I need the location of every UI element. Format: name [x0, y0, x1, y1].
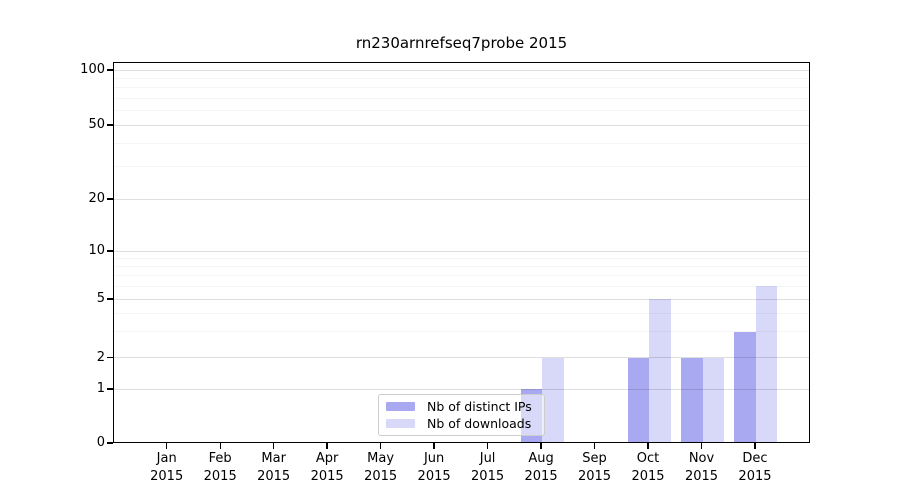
y-tick-label-10: 10 — [88, 243, 105, 258]
y-tick-20 — [107, 198, 113, 200]
bar-downloads-dec — [755, 286, 778, 442]
bar-ips-nov — [681, 357, 703, 442]
legend-swatch-downloads — [386, 419, 415, 428]
x-tick-dec — [754, 443, 756, 449]
x-tick-label-apr: Apr 2015 — [310, 451, 344, 484]
x-tick-label-sep: Sep 2015 — [577, 451, 612, 484]
gridline-minor-6 — [113, 285, 810, 287]
x-tick-sep — [593, 443, 596, 449]
x-tick-label-oct: Oct 2015 — [631, 451, 665, 484]
bar-ips-oct — [627, 357, 650, 442]
y-tick-10 — [107, 250, 113, 252]
legend-label-distinct-ips: Nb of distinct IPs — [427, 399, 532, 414]
x-tick-label-jul: Jul 2015 — [471, 451, 505, 484]
gridline-minor-40 — [113, 142, 810, 144]
gridline-minor-4 — [113, 312, 810, 314]
y-tick-50 — [107, 124, 113, 126]
y-tick-label-50: 50 — [88, 117, 105, 132]
legend: Nb of distinct IPs Nb of downloads — [378, 394, 545, 436]
x-tick-oct — [647, 443, 649, 449]
x-tick-label-mar: Mar 2015 — [257, 451, 291, 484]
x-tick-label-jun: Jun 2015 — [417, 451, 451, 484]
bar-downloads-nov — [702, 357, 724, 442]
y-tick-1 — [107, 388, 113, 390]
gridline-major-50 — [113, 124, 810, 126]
legend-item-downloads: Nb of downloads — [386, 417, 537, 430]
x-tick-label-aug: Aug 2015 — [524, 451, 558, 484]
gridline-minor-8 — [113, 265, 810, 267]
y-tick-0 — [107, 442, 113, 444]
y-tick-label-5: 5 — [96, 291, 105, 306]
y-tick-label-20: 20 — [88, 191, 105, 206]
x-tick-aug — [540, 443, 542, 449]
x-tick-apr — [326, 443, 328, 449]
legend-swatch-distinct-ips — [386, 402, 415, 411]
chart-title: rn230arnrefseq7probe 2015 — [355, 34, 568, 52]
gridline-minor-80 — [113, 87, 810, 89]
bar-ips-dec — [734, 331, 756, 442]
x-tick-label-nov: Nov 2015 — [684, 451, 719, 484]
x-tick-label-jan: Jan 2015 — [150, 451, 184, 484]
legend-label-downloads: Nb of downloads — [427, 416, 532, 431]
gridline-major-1 — [113, 388, 810, 390]
x-tick-label-may: May 2015 — [364, 451, 398, 484]
x-tick-feb — [219, 443, 221, 449]
gridline-minor-7 — [113, 275, 810, 277]
x-tick-jul — [486, 443, 489, 449]
y-tick-label-100: 100 — [80, 62, 105, 77]
x-tick-nov — [700, 443, 703, 449]
y-tick-2 — [107, 356, 113, 359]
x-tick-mar — [273, 443, 275, 449]
x-tick-jun — [433, 443, 435, 449]
gridline-minor-60 — [113, 110, 810, 112]
y-tick-5 — [107, 298, 113, 300]
gridline-minor-90 — [113, 77, 810, 79]
gridline-minor-30 — [113, 165, 810, 167]
gridline-minor-70 — [113, 97, 810, 99]
x-tick-may — [379, 443, 382, 449]
y-tick-label-2: 2 — [96, 349, 105, 365]
gridline-major-20 — [113, 198, 810, 200]
gridline-major-100 — [113, 69, 810, 71]
y-tick-label-0: 0 — [96, 435, 105, 450]
gridline-minor-9 — [113, 257, 810, 259]
y-tick-label-1: 1 — [96, 381, 105, 396]
x-tick-jan — [166, 443, 168, 449]
y-tick-100 — [107, 69, 113, 71]
gridline-major-10 — [113, 250, 810, 252]
gridline-major-2 — [113, 357, 810, 358]
gridline-minor-3 — [113, 331, 810, 333]
x-tick-label-feb: Feb 2015 — [203, 451, 237, 484]
x-tick-label-dec: Dec 2015 — [738, 451, 772, 484]
bar-downloads-oct — [649, 299, 671, 442]
legend-item-distinct-ips: Nb of distinct IPs — [386, 400, 537, 413]
bar-downloads-aug — [542, 357, 564, 442]
gridline-major-5 — [113, 298, 810, 300]
